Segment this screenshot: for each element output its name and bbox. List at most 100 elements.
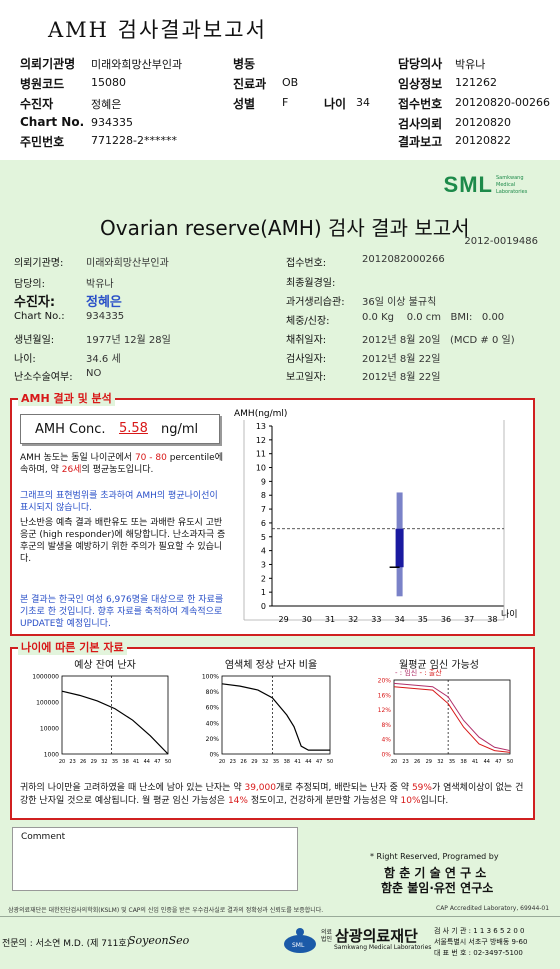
field-label: 의뢰기관명: (14, 258, 64, 269)
x-tick-label: 44 (144, 759, 150, 765)
amh-analysis-3: 난소반응 예측 결과 배란유도 또는 과배란 유도시 고반응군 (high re… (20, 518, 226, 564)
amh-conc-value: 5.58 (119, 421, 148, 436)
text-segment: 의 평균농도입니다. (81, 465, 154, 475)
mini-chart-title: 염색체 정상 난자 비율 (224, 660, 318, 671)
text-segment: 정도이고, 건강하게 분만할 가능성은 약 (250, 796, 398, 806)
eggs-count: 39,000 (244, 783, 276, 793)
field-label: 채취일자: (286, 335, 327, 346)
y-tick-label: 100000 (36, 700, 59, 707)
text-segment: AMH 농도는 동일 나이군에서 (20, 453, 133, 463)
mini-chart-title: 월평균 임신 가능성 (399, 660, 479, 671)
header-label: 검사의뢰 (398, 117, 443, 131)
amh-analysis-1: AMH 농도는 동일 나이군에서 70 - 80 percentile에 속하며… (20, 452, 230, 476)
text-segment: percentile에 속하며, 약 (20, 453, 223, 475)
x-tick-label: 41 (294, 759, 300, 765)
pregnancy-chart-plot: 20% 16% 12% 8% 4% 0%20 23 26 29 32 35 38 41 44 47 50 (378, 678, 514, 766)
foundation-name: 삼광의료재단 (335, 927, 418, 945)
header-label: 임상정보 (398, 77, 443, 91)
field-value: 2012년 8월 22일 (362, 372, 441, 383)
patient-name: 정혜은 (86, 295, 122, 310)
svg-text:SML: SML (292, 942, 305, 949)
foundation-logo-icon: SML (284, 928, 316, 953)
y-tick-label: 2 (261, 574, 266, 583)
field-label: 보고일자: (286, 372, 327, 383)
birth-percent: 10% (400, 796, 421, 806)
x-axis-label: 나이 (501, 609, 518, 620)
y-tick-label: 12 (256, 436, 266, 445)
normal-eggs-chart-plot: 100% 80% 60% 40% 20% 0%20 23 26 29 32 35 38 41 44 47 50 (202, 674, 333, 766)
footer-divider (0, 916, 560, 917)
x-tick-label: 29 (279, 615, 289, 624)
y-tick-label: 13 (256, 422, 266, 431)
lab-registration: 검 사 기 관 : 1 1 3 6 5 2 0 0 (434, 927, 525, 935)
header-label: 병원코드 (20, 77, 65, 91)
x-tick-label: 50 (327, 759, 333, 765)
field-label: 접수번호: (286, 258, 327, 269)
text-segment: 입니다. (420, 796, 449, 806)
field-value: 미래와희망산부인과 (86, 258, 169, 269)
y-tick-label: 80% (206, 689, 220, 696)
x-tick-label: 32 (101, 759, 107, 765)
y-tick-label: 8 (261, 491, 266, 500)
report-title: Ovarian reserve(AMH) 검사 결과 보고서 (100, 216, 470, 240)
header-value: 20120820-00266 (455, 96, 550, 109)
amh-conc-label: AMH Conc. (35, 422, 106, 437)
y-tick-label: 0 (261, 602, 266, 611)
field-value: 934335 (86, 311, 125, 322)
normal-percent: 59% (411, 783, 432, 793)
amh-section-title: AMH 결과 및 분석 (18, 390, 115, 406)
amh-conc-box: AMH Conc. 5.58 ng/ml (20, 414, 220, 444)
x-tick-labels: 29 30 31 32 33 34 35 36 37 38 (279, 615, 498, 624)
x-tick-label: 38 (122, 759, 128, 765)
header-label: 담당의사 (398, 57, 443, 71)
x-tick-label: 41 (472, 759, 478, 765)
y-tick-label: 0% (381, 752, 391, 759)
x-tick-label: 26 (80, 759, 86, 765)
header-value: 정혜은 (91, 98, 122, 111)
amh-analysis-2: 그래프의 표현범위를 초과하여 AMH의 평균나이선이 표시되지 않습니다. (20, 491, 218, 513)
field-label: 과거생리습관: (286, 297, 345, 308)
lab-address: 서울특별시 서초구 방배동 9-60 (434, 938, 528, 946)
plot-area (221, 675, 331, 755)
sml-logo: SML Samkwang Medical Laboratories (444, 172, 536, 198)
footer-notice: 삼광의료재단은 대한진단검사의학회(KSLM) 및 CAP의 신임 인증을 받은… (8, 907, 324, 914)
x-tick-label: 20 (59, 759, 65, 765)
signature: SoyeonSeo (128, 934, 190, 947)
header-label: 접수번호 (398, 97, 443, 111)
x-tick-label: 23 (230, 759, 236, 765)
x-tick-label: 44 (484, 759, 490, 765)
y-tick-label: 6 (261, 519, 266, 528)
specialist: 전문의 : 서소연 M.D. (제 711호) (2, 939, 131, 949)
header-value: 15080 (91, 76, 126, 89)
basics-section-title: 나이에 따른 기본 자료 (18, 639, 127, 655)
pregnancy-percent: 14% (227, 796, 248, 806)
normal-eggs-curve (221, 683, 330, 751)
amh-analysis-4: 본 결과는 한국인 여성 6,976명을 대상으로 한 자료를 기초로 한 것입… (20, 595, 224, 629)
amh-conc-unit: ng/ml (161, 422, 199, 437)
equivalent-age: 26세 (61, 465, 82, 475)
x-tick-label: 35 (449, 759, 455, 765)
legend-birth: - : 출산 (419, 669, 442, 677)
x-tick-label: 35 (112, 759, 118, 765)
y-tick-label: 11 (256, 450, 266, 459)
y-tick-label: 4 (261, 547, 266, 556)
plot-area (393, 679, 511, 755)
y-tick-label: 5 (261, 533, 266, 542)
x-tick-label: 29 (426, 759, 432, 765)
header-value: 934335 (91, 116, 133, 129)
header-value: 34 (356, 96, 370, 109)
y-tick-label: 1000000 (32, 674, 59, 681)
x-tick-label: 30 (302, 615, 312, 624)
x-tick-label: 32 (262, 759, 268, 765)
x-tick-label: 37 (464, 615, 474, 624)
rights-text: * Right Reserved, Programed by (370, 852, 499, 861)
x-tick-label: 20 (219, 759, 225, 765)
x-tick-label: 26 (414, 759, 420, 765)
x-tick-label: 38 (460, 759, 466, 765)
text-segment: 개로 추정되며, 배란되는 난자 중 약 (275, 783, 410, 793)
header-value: 20120820 (455, 116, 511, 129)
x-tick-label: 23 (402, 759, 408, 765)
normal-eggs-chart: 100% 80% 60% 40% 20% 0%20 23 26 29 32 35 38 41 44 47 50 (202, 674, 333, 766)
y-tick-label: 12% (378, 707, 392, 714)
percentile-range: 70 - 80 (134, 453, 167, 463)
